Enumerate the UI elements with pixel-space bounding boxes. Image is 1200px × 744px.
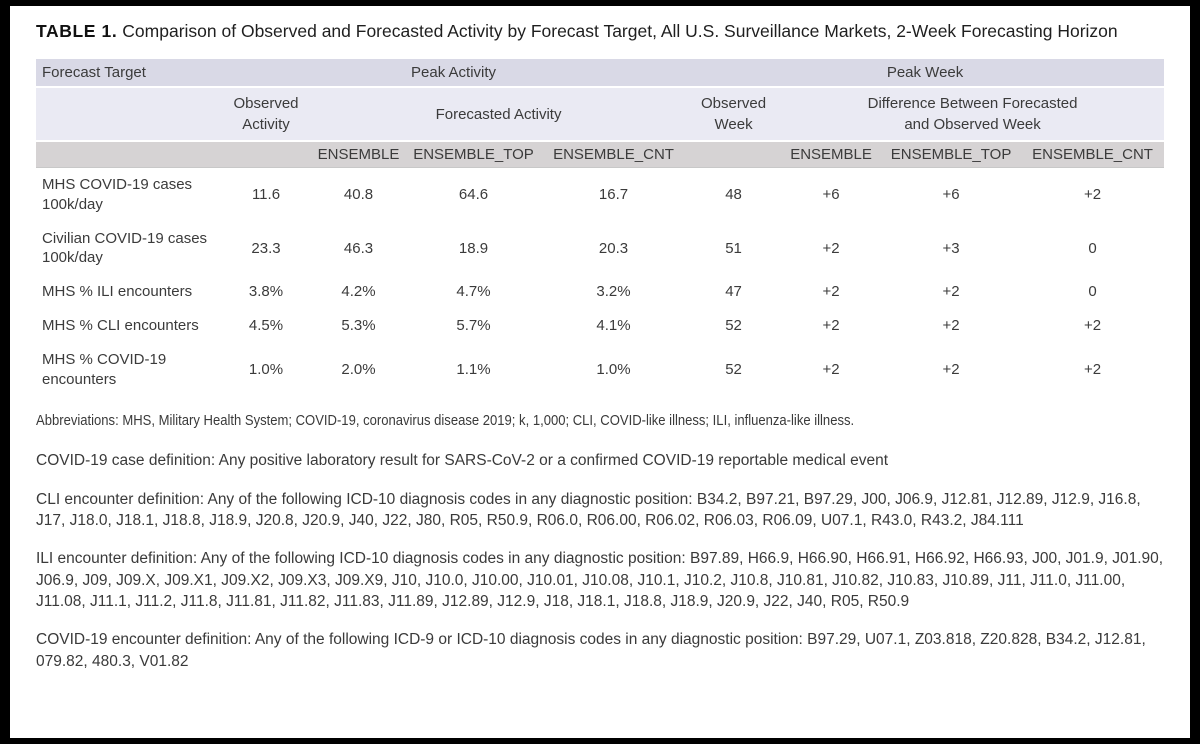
header-week-ensemble: ENSEMBLE (781, 141, 882, 168)
header-spacer (36, 141, 221, 168)
header-activity-ensemble: ENSEMBLE (311, 141, 406, 168)
cell-observed-activity: 3.8% (248, 283, 284, 301)
cell-ensemble-cnt: 16.7 (541, 167, 687, 222)
table-row: MHS % ILI encounters 3.8% 4.2% 4.7% 3.2%… (36, 275, 1164, 309)
header-observed-activity: Observed Activity (221, 87, 311, 143)
abbreviations-text: Abbreviations: MHS, Military Health Syst… (36, 412, 855, 430)
cell-week-ensemble: +2 (822, 317, 840, 335)
cell-week-ensemble-cnt: +2 (1083, 360, 1102, 378)
cell-week-ensemble-cnt: 0 (1088, 283, 1097, 301)
header-week-ensemble-top: ENSEMBLE_TOP (881, 141, 1022, 168)
cell-week-ensemble-top: +3 (942, 239, 960, 257)
abbreviations-note: Abbreviations: MHS, Military Health Syst… (36, 410, 1164, 432)
cell-observed-week: 52 (725, 360, 742, 378)
header-group-peak-activity: Peak Activity (221, 59, 687, 89)
cell-week-ensemble-top: +2 (942, 283, 960, 301)
header-forecasted-activity: Forecasted Activity (311, 87, 687, 143)
table-row: MHS % CLI encounters 4.5% 5.3% 5.7% 4.1%… (36, 309, 1164, 343)
cell-week-ensemble-cnt: +2 (1021, 167, 1165, 222)
table-number-label: TABLE 1. (36, 21, 118, 41)
cell-ensemble: 40.8 (311, 167, 406, 222)
cell-observed-activity: 23.3 (251, 239, 281, 257)
cell-week-ensemble: +2 (822, 239, 840, 257)
header-spacer (686, 141, 782, 168)
cell-ensemble-cnt: 4.1% (596, 317, 631, 335)
cell-observed-week: 51 (725, 239, 742, 257)
header-activity-ensemble-cnt: ENSEMBLE_CNT (541, 141, 687, 168)
cell-week-ensemble: +2 (822, 283, 840, 301)
cell-ensemble-cnt: 1.0% (596, 360, 631, 378)
cell-week-ensemble-top: +6 (881, 167, 1022, 222)
cell-ensemble: 2.0% (341, 360, 376, 378)
header-spacer (36, 87, 221, 143)
header-observed-week: Observed Week (686, 87, 782, 143)
row-target-label: Civilian COVID-19 cases 100k/day (42, 229, 208, 267)
row-target-label: MHS % COVID-19 encounters (42, 350, 167, 388)
table-row: Civilian COVID-19 cases 100k/day 23.3 46… (36, 222, 1164, 276)
header-forecast-target: Forecast Target (36, 59, 221, 89)
cell-ensemble-top: 5.7% (456, 317, 491, 335)
row-target-label: MHS % ILI encounters (42, 283, 193, 301)
cell-observed-week: 47 (725, 283, 742, 301)
cell-observed-activity: 11.6 (221, 167, 311, 222)
covid-encounter-definition: COVID-19 encounter definition: Any of th… (36, 631, 1146, 670)
cell-ensemble-cnt: 20.3 (598, 239, 629, 257)
row-target-label: MHS % CLI encounters (42, 317, 199, 335)
cell-observed-week: 48 (686, 167, 782, 222)
cell-week-ensemble-top: +2 (942, 317, 960, 335)
table-row: MHS % COVID-19 encounters 1.0% 2.0% 1.1%… (36, 343, 1164, 397)
cell-ensemble-top: 1.1% (456, 360, 491, 378)
cell-ensemble: 5.3% (341, 317, 376, 335)
header-activity-ensemble-top: ENSEMBLE_TOP (406, 141, 541, 168)
header-week-ensemble-cnt: ENSEMBLE_CNT (1021, 141, 1165, 168)
cell-observed-week: 52 (725, 317, 742, 335)
header-band-subgroups: Observed Activity Forecasted Activity Ob… (36, 87, 1165, 143)
footnotes-section: Abbreviations: MHS, Military Health Syst… (36, 410, 1164, 672)
ili-encounter-definition: ILI encounter definition: Any of the fol… (36, 550, 1164, 611)
cell-ensemble-top: 4.7% (456, 283, 491, 301)
cell-ensemble-cnt: 3.2% (596, 283, 631, 301)
header-spacer (221, 141, 311, 168)
header-band-models: ENSEMBLE ENSEMBLE_TOP ENSEMBLE_CNT ENSEM… (36, 141, 1165, 168)
cell-observed-activity: 4.5% (248, 317, 284, 335)
header-band-groups: Forecast Target Peak Activity Peak Week (36, 59, 1165, 89)
header-group-peak-week: Peak Week (686, 59, 1165, 89)
header-difference-text: Difference Between Forecasted and Observ… (867, 95, 1078, 134)
table-caption: TABLE 1. Comparison of Observed and Forec… (36, 20, 1164, 43)
table-caption-text: Comparison of Observed and Forecasted Ac… (122, 21, 1118, 41)
cell-observed-activity: 1.0% (248, 360, 284, 378)
cell-ensemble: 46.3 (343, 239, 374, 257)
cell-week-ensemble: +6 (781, 167, 882, 222)
row-target-label: MHS COVID-19 cases 100k/day (36, 167, 221, 222)
comparison-table: Forecast Target Peak Activity Peak Week … (36, 59, 1165, 397)
header-difference: Difference Between Forecasted and Observ… (781, 87, 1165, 143)
cli-encounter-definition: CLI encounter definition: Any of the fol… (36, 490, 1141, 529)
cell-ensemble-top: 64.6 (406, 167, 541, 222)
cell-ensemble-top: 18.9 (458, 239, 489, 257)
table-row: MHS COVID-19 cases 100k/day 11.6 40.8 64… (36, 167, 1165, 222)
cell-week-ensemble-cnt: +2 (1083, 317, 1102, 335)
cell-week-ensemble-top: +2 (942, 360, 960, 378)
cell-week-ensemble-cnt: 0 (1088, 239, 1097, 257)
cell-ensemble: 4.2% (341, 283, 376, 301)
cell-week-ensemble: +2 (822, 360, 840, 378)
covid-case-definition: COVID-19 case definition: Any positive l… (36, 452, 889, 470)
